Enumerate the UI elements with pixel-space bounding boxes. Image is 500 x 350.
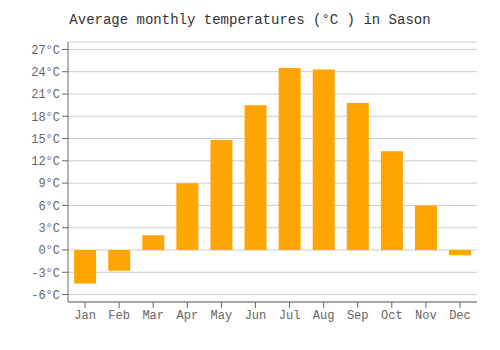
svg-text:Dec: Dec — [449, 309, 471, 323]
svg-text:Nov: Nov — [415, 309, 437, 323]
svg-text:27°C: 27°C — [31, 44, 60, 58]
svg-text:Oct: Oct — [381, 309, 403, 323]
svg-text:15°C: 15°C — [31, 133, 60, 147]
svg-text:Sep: Sep — [347, 309, 369, 323]
svg-text:9°C: 9°C — [38, 177, 60, 191]
svg-text:Aug: Aug — [313, 309, 335, 323]
svg-text:-6°C: -6°C — [31, 289, 60, 303]
svg-text:0°C: 0°C — [38, 244, 60, 258]
svg-text:Jun: Jun — [245, 309, 267, 323]
svg-text:18°C: 18°C — [31, 111, 60, 125]
svg-text:Jul: Jul — [279, 309, 301, 323]
svg-text:24°C: 24°C — [31, 66, 60, 80]
svg-text:3°C: 3°C — [38, 222, 60, 236]
svg-text:6°C: 6°C — [38, 200, 60, 214]
html-text:Average monthly temperatures (: Average monthly temperatures (°C ) in Sa… — [69, 12, 431, 28]
svg-text:21°C: 21°C — [31, 88, 60, 102]
svg-text:Mar: Mar — [142, 309, 164, 323]
svg-text:-3°C: -3°C — [31, 267, 60, 281]
svg-text:Feb: Feb — [108, 309, 130, 323]
svg-text:12°C: 12°C — [31, 155, 60, 169]
svg-text:Apr: Apr — [176, 309, 198, 323]
svg-text:Jan: Jan — [74, 309, 96, 323]
svg-text:May: May — [211, 309, 233, 323]
